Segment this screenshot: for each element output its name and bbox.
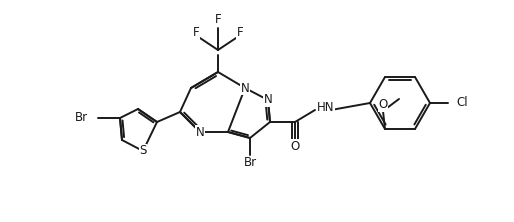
Text: F: F — [236, 26, 243, 38]
Text: N: N — [241, 81, 249, 95]
Text: Br: Br — [75, 111, 88, 125]
Text: Br: Br — [244, 157, 256, 170]
Text: O: O — [378, 99, 388, 111]
Text: O: O — [290, 139, 300, 153]
Text: S: S — [139, 145, 146, 157]
Text: Cl: Cl — [456, 97, 468, 109]
Text: F: F — [215, 14, 222, 26]
Text: N: N — [196, 125, 205, 139]
Text: F: F — [193, 26, 199, 38]
Text: N: N — [264, 93, 272, 107]
Text: HN: HN — [317, 101, 335, 115]
